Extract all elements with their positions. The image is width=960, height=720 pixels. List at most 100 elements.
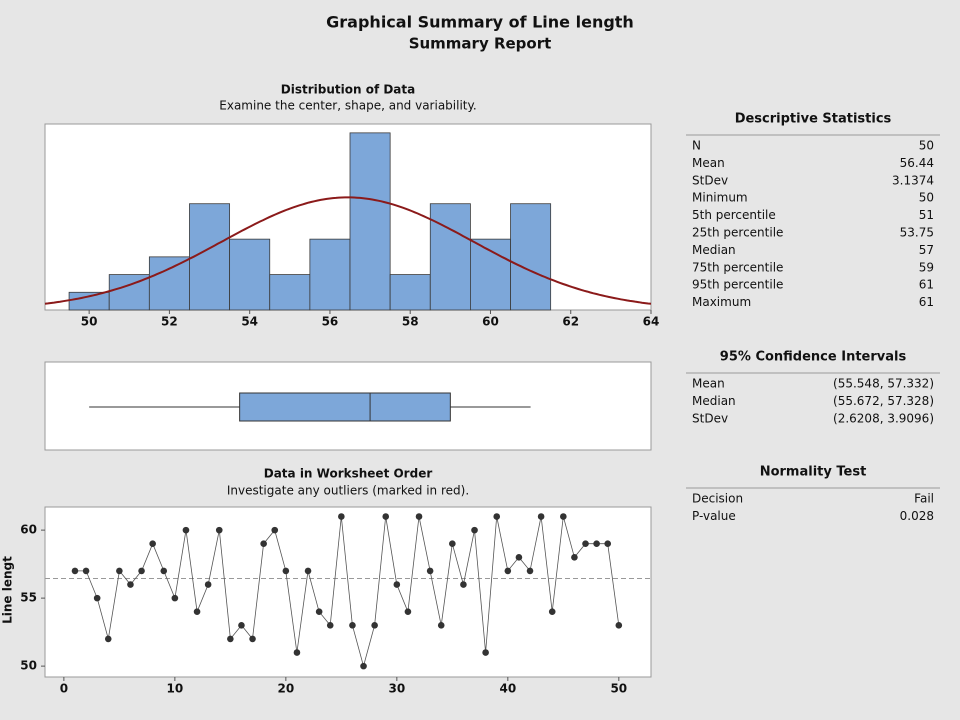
data-point bbox=[371, 622, 378, 629]
row-value: (2.6208, 3.9096) bbox=[833, 411, 934, 425]
report-subtitle: Summary Report bbox=[409, 35, 552, 53]
data-point bbox=[593, 540, 600, 548]
data-point bbox=[315, 608, 323, 616]
chart-title: Distribution of Data bbox=[281, 83, 415, 97]
row-label: 5th percentile bbox=[692, 208, 776, 222]
data-point bbox=[104, 635, 112, 643]
histogram-bar bbox=[269, 274, 311, 311]
row-value: 61 bbox=[919, 278, 934, 292]
data-point bbox=[182, 526, 190, 534]
row-value: (55.672, 57.328) bbox=[833, 394, 934, 408]
data-point bbox=[127, 581, 134, 588]
data-point bbox=[193, 608, 201, 616]
row-value: 56.44 bbox=[900, 156, 934, 170]
data-point bbox=[604, 540, 612, 548]
y-tick-label: 55 bbox=[20, 591, 37, 605]
data-point bbox=[582, 540, 589, 548]
data-point bbox=[426, 567, 434, 575]
x-tick-label: 56 bbox=[322, 315, 339, 329]
data-point bbox=[271, 526, 279, 534]
y-tick-label: 60 bbox=[20, 523, 37, 537]
row-label: 25th percentile bbox=[692, 226, 783, 240]
row-label: Mean bbox=[692, 156, 725, 170]
x-tick-label: 54 bbox=[241, 315, 258, 329]
data-point bbox=[71, 567, 79, 575]
data-point bbox=[560, 513, 567, 520]
histogram-bar bbox=[510, 203, 552, 311]
histogram-bar bbox=[189, 203, 231, 311]
x-tick-label: 62 bbox=[562, 315, 579, 329]
data-point bbox=[93, 594, 101, 602]
data-point bbox=[338, 513, 345, 520]
data-point bbox=[249, 635, 256, 643]
plot-area bbox=[44, 506, 652, 678]
data-point bbox=[304, 567, 312, 575]
row-value: Fail bbox=[914, 492, 934, 506]
row-label: Maximum bbox=[692, 295, 751, 309]
x-tick-label: 30 bbox=[388, 682, 405, 696]
row-value: 53.75 bbox=[900, 226, 934, 240]
row-label: Median bbox=[692, 243, 736, 257]
data-point bbox=[116, 567, 123, 575]
x-tick-label: 60 bbox=[482, 315, 499, 329]
row-value: 51 bbox=[919, 208, 934, 222]
row-label: Decision bbox=[692, 492, 743, 506]
x-tick-label: 10 bbox=[167, 682, 184, 696]
table-title: Descriptive Statistics bbox=[735, 112, 892, 127]
data-point bbox=[204, 581, 212, 588]
data-point bbox=[282, 567, 290, 575]
row-value: 50 bbox=[919, 139, 934, 153]
row-label: StDev bbox=[692, 411, 728, 425]
histogram-bar bbox=[349, 132, 391, 311]
row-value: 57 bbox=[919, 243, 934, 257]
data-point bbox=[326, 622, 334, 629]
data-point bbox=[238, 622, 245, 629]
row-label: Mean bbox=[692, 377, 725, 391]
histogram-bar bbox=[309, 238, 351, 311]
row-label: N bbox=[692, 139, 701, 153]
chart-subtitle: Examine the center, shape, and variabili… bbox=[219, 99, 476, 113]
x-tick-label: 52 bbox=[161, 315, 178, 329]
chart-title: Data in Worksheet Order bbox=[264, 467, 433, 481]
data-point bbox=[360, 662, 367, 670]
row-label: Minimum bbox=[692, 191, 748, 205]
data-point bbox=[82, 567, 90, 575]
data-point bbox=[382, 513, 390, 520]
x-tick-label: 0 bbox=[60, 682, 68, 696]
x-tick-label: 50 bbox=[81, 315, 98, 329]
data-point bbox=[260, 540, 267, 548]
report-title: Graphical Summary of Line length bbox=[326, 13, 634, 32]
histogram-bar bbox=[148, 256, 190, 311]
row-value: 3.1374 bbox=[892, 173, 934, 187]
row-value: 50 bbox=[919, 191, 934, 205]
data-point bbox=[571, 554, 578, 561]
data-point bbox=[515, 554, 523, 561]
row-label: StDev bbox=[692, 173, 728, 187]
histogram-bar bbox=[429, 203, 471, 311]
row-value: (55.548, 57.332) bbox=[833, 377, 934, 391]
x-tick-label: 40 bbox=[499, 682, 516, 696]
y-tick-label: 50 bbox=[20, 659, 37, 673]
data-point bbox=[449, 540, 456, 548]
x-tick-label: 50 bbox=[610, 682, 627, 696]
table-title: 95% Confidence Intervals bbox=[720, 350, 907, 365]
row-label: Median bbox=[692, 394, 736, 408]
row-label: 75th percentile bbox=[692, 260, 783, 274]
table-title: Normality Test bbox=[760, 465, 867, 480]
data-point bbox=[415, 513, 423, 520]
data-point bbox=[227, 635, 234, 643]
data-point bbox=[482, 649, 489, 656]
data-point bbox=[138, 567, 145, 575]
histogram-bar bbox=[229, 238, 271, 311]
normal-curve bbox=[44, 196, 652, 305]
data-point bbox=[537, 513, 545, 520]
data-point bbox=[504, 567, 512, 575]
data-point bbox=[526, 567, 534, 575]
x-tick-label: 20 bbox=[277, 682, 294, 696]
row-label: 95th percentile bbox=[692, 278, 783, 292]
data-point bbox=[215, 526, 223, 534]
data-point bbox=[471, 526, 478, 534]
row-value: 0.028 bbox=[900, 509, 934, 523]
